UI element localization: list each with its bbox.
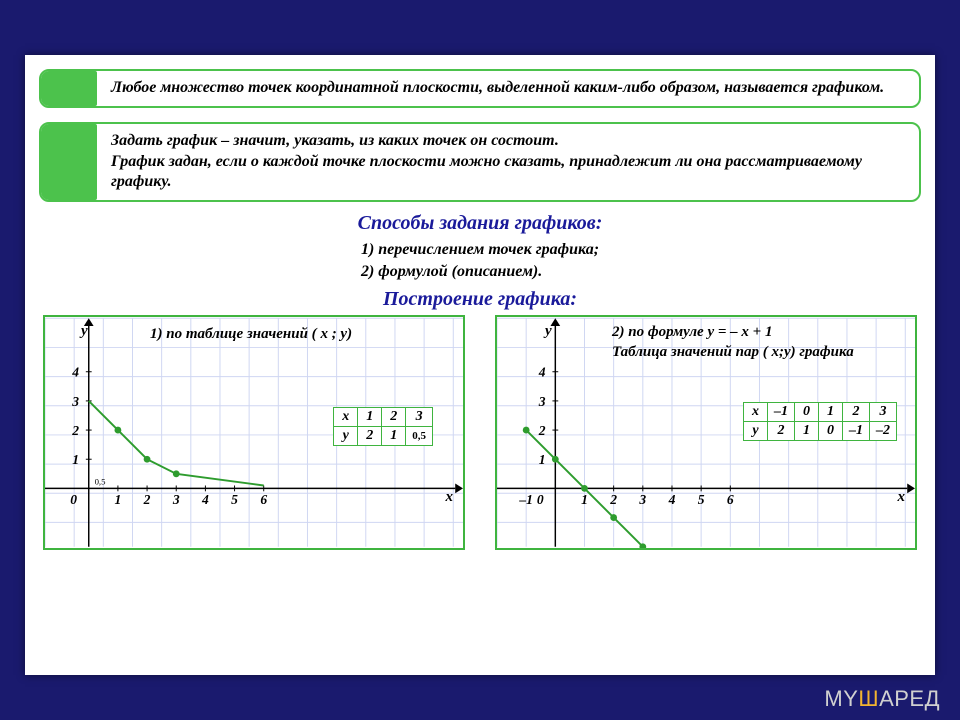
panel-right-title: 2) по формуле y = – x + 1 Таблица значен… (612, 323, 854, 362)
axis-y-label: y (81, 323, 88, 340)
axis-x-label: x (898, 489, 906, 506)
svg-text:4: 4 (538, 365, 546, 380)
svg-text:1: 1 (115, 492, 122, 507)
slide: Любое множество точек координатной плоск… (25, 55, 935, 675)
ways-item-1: 1) перечислением точек графика; (361, 239, 599, 261)
svg-text:3: 3 (538, 394, 546, 409)
panel-left-table: x 1 2 3 y 2 1 0,5 (333, 407, 433, 446)
section-title-ways: Способы задания графиков: (25, 212, 935, 235)
svg-text:4: 4 (71, 365, 79, 380)
ways-list: 1) перечислением точек графика; 2) форму… (25, 239, 935, 282)
svg-text:2: 2 (71, 423, 79, 438)
definition-tab (41, 124, 97, 200)
chart-panels: 1 2 3 4 5 6 1 2 3 4 0 0,5 y x 1) по таблице значени… (25, 315, 935, 564)
axis-x-label: x (446, 489, 454, 506)
svg-text:1: 1 (581, 492, 588, 507)
svg-text:5: 5 (231, 492, 238, 507)
svg-text:2: 2 (609, 492, 617, 507)
svg-text:6: 6 (727, 492, 734, 507)
chart-panel-left: 1 2 3 4 5 6 1 2 3 4 0 0,5 y x 1) по таблице значени… (43, 315, 465, 550)
svg-text:1: 1 (539, 452, 546, 467)
svg-text:2: 2 (143, 492, 151, 507)
svg-text:3: 3 (71, 394, 79, 409)
svg-text:0: 0 (70, 492, 77, 507)
ways-item-2: 2) формулой (описанием). (361, 261, 599, 283)
svg-text:3: 3 (638, 492, 646, 507)
svg-text:–1: –1 (518, 492, 533, 507)
axis-y-label: y (545, 323, 552, 340)
svg-text:4: 4 (201, 492, 209, 507)
chart-panel-right: 1 2 3 4 5 6 1 2 3 4 0 –1 y x 2) по формуле y = – x … (495, 315, 917, 550)
definition-box-1: Любое множество точек координатной плоск… (39, 69, 921, 108)
svg-text:0: 0 (537, 492, 544, 507)
panel-left-title: 1) по таблице значений ( x ; y) (150, 325, 352, 345)
svg-text:6: 6 (260, 492, 267, 507)
definition-box-2: Задать график – значит, указать, из каки… (39, 122, 921, 202)
svg-text:5: 5 (698, 492, 705, 507)
svg-text:4: 4 (668, 492, 676, 507)
watermark: MYШАРЕД (824, 686, 940, 712)
definition-text-1: Любое множество точек координатной плоск… (97, 71, 898, 106)
definition-text-2: Задать график – значит, указать, из каки… (97, 124, 919, 200)
svg-text:0,5: 0,5 (95, 477, 107, 487)
panel-right-table: x –1 0 1 2 3 y 2 1 0 –1 –2 (743, 402, 897, 441)
definition-tab (41, 71, 97, 106)
section-title-build: Построение графика: (25, 288, 935, 311)
svg-text:3: 3 (172, 492, 180, 507)
svg-text:2: 2 (538, 423, 546, 438)
svg-text:1: 1 (72, 452, 79, 467)
